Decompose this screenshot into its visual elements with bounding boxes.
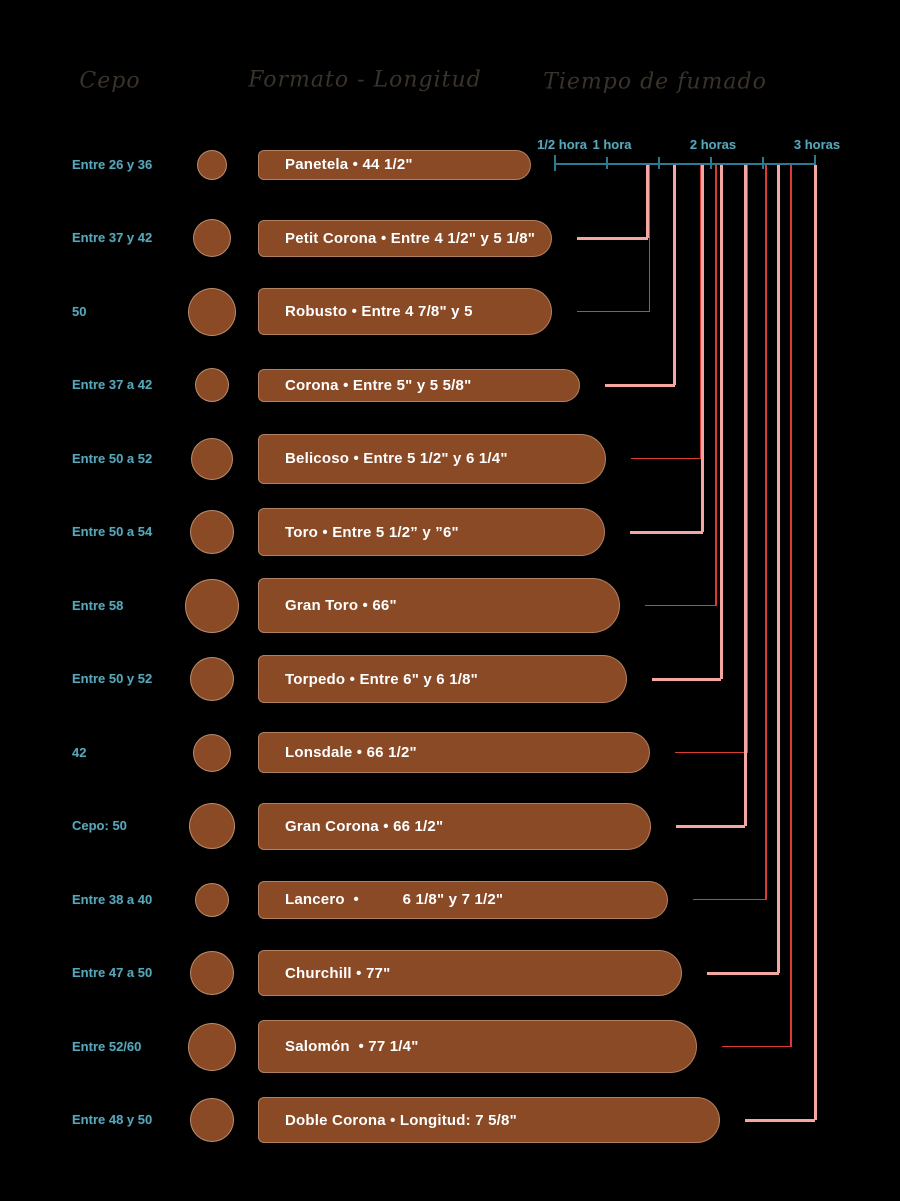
ring-gauge-circle-gran-corona <box>189 803 235 849</box>
time-connector-h-salomon <box>722 1045 792 1048</box>
cepo-label-salomon: Entre 52/60 <box>72 1038 142 1054</box>
cigar-bar-toro: Toro • Entre 5 1/2” y ”6" <box>258 508 605 556</box>
cigar-bar-label-gran-toro: Gran Toro • 66" <box>285 597 397 614</box>
cigar-bar-label-toro: Toro • Entre 5 1/2” y ”6" <box>285 523 459 541</box>
cigar-bar-label-salomon: Salomón • 77 1/4" <box>285 1038 419 1055</box>
time-connector-v-toro <box>701 165 705 532</box>
time-connector-v-lonsdale <box>746 165 749 753</box>
column-header-formato-longitud: Formato - Longitud <box>248 67 482 93</box>
column-header-tiempo-de-fumado: Tiempo de fumado <box>543 69 767 95</box>
time-axis-tick <box>814 155 816 171</box>
cigar-bar-torpedo: Torpedo • Entre 6" y 6 1/8" <box>258 655 627 703</box>
time-connector-h-gran-corona <box>676 824 746 828</box>
cepo-label-gran-toro: Entre 58 <box>72 597 124 613</box>
cigar-bar-label-belicoso: Belicoso • Entre 5 1/2" y 6 1/4" <box>285 450 508 467</box>
cigar-bar-gran-toro: Gran Toro • 66" <box>258 578 620 633</box>
time-axis-tick-label: 3 horas <box>793 137 841 152</box>
cepo-label-churchill: Entre 47 a 50 <box>72 965 153 980</box>
cigar-bar-belicoso: Belicoso • Entre 5 1/2" y 6 1/4" <box>258 433 606 484</box>
cepo-label-panetela: Entre 26 y 36 <box>72 156 153 172</box>
time-connector-h-toro <box>630 530 703 534</box>
cigar-bar-label-lancero: Lancero • 6 1/8" y 7 1/2" <box>285 891 504 908</box>
ring-gauge-circle-belicoso <box>191 437 233 480</box>
time-connector-v-robusto <box>648 165 651 312</box>
time-connector-h-doble-corona <box>745 1118 815 1122</box>
cepo-label-lonsdale: 42 <box>72 744 87 760</box>
cigar-bar-gran-corona: Gran Corona • 66 1/2" <box>258 802 651 850</box>
ring-gauge-circle-petit-corona <box>193 219 231 257</box>
ring-gauge-circle-robusto <box>188 287 236 336</box>
ring-gauge-circle-salomon <box>188 1022 236 1071</box>
cigar-bar-panetela: Panetela • 44 1/2" <box>258 149 531 180</box>
ring-gauge-circle-toro <box>190 510 234 554</box>
cigar-bar-label-lonsdale: Lonsdale • 66 1/2" <box>285 744 417 761</box>
cigar-bar-label-robusto: Robusto • Entre 4 7/8" y 5 <box>285 303 473 320</box>
cigar-bar-label-doble-corona: Doble Corona • Longitud: 7 5/8" <box>285 1111 517 1129</box>
cigar-bar-label-panetela: Panetela • 44 1/2" <box>285 156 413 173</box>
cepo-label-lancero: Entre 38 a 40 <box>72 891 153 907</box>
time-connector-v-corona <box>673 165 677 385</box>
time-connector-h-belicoso <box>631 457 701 460</box>
cigar-bar-label-churchill: Churchill • 77" <box>285 964 391 982</box>
ring-gauge-circle-doble-corona <box>190 1098 234 1142</box>
time-connector-v-torpedo <box>719 165 723 679</box>
cigar-bar-label-torpedo: Torpedo • Entre 6" y 6 1/8" <box>285 670 478 688</box>
ring-gauge-circle-gran-toro <box>185 578 239 633</box>
ring-gauge-circle-corona <box>195 368 229 402</box>
cepo-label-corona: Entre 37 a 42 <box>72 377 153 392</box>
time-axis-tick <box>710 157 712 169</box>
time-connector-v-gran-corona <box>743 165 747 826</box>
cepo-label-robusto: 50 <box>72 303 87 319</box>
time-connector-h-lonsdale <box>675 751 748 754</box>
ring-gauge-circle-lancero <box>195 882 229 917</box>
time-axis-tick-label: 2 horas <box>689 137 737 152</box>
time-connector-h-churchill <box>707 971 779 975</box>
cigar-bar-petit-corona: Petit Corona • Entre 4 1/2" y 5 1/8" <box>258 219 552 257</box>
ring-gauge-circle-panetela <box>197 149 227 180</box>
column-header-cepo: Cepo <box>79 68 141 94</box>
time-axis-line <box>555 163 815 165</box>
ring-gauge-circle-torpedo <box>190 657 234 701</box>
time-connector-v-churchill <box>777 165 781 973</box>
cigar-bar-doble-corona: Doble Corona • Longitud: 7 5/8" <box>258 1097 720 1143</box>
time-connector-v-gran-toro <box>715 165 717 606</box>
cepo-label-doble-corona: Entre 48 y 50 <box>72 1112 153 1127</box>
time-connector-h-corona <box>605 383 675 387</box>
time-axis-tick <box>658 157 660 169</box>
cigar-bar-label-petit-corona: Petit Corona • Entre 4 1/2" y 5 1/8" <box>285 229 536 247</box>
time-connector-v-salomon <box>790 165 792 1047</box>
cigar-bar-robusto: Robusto • Entre 4 7/8" y 5 <box>258 288 552 335</box>
time-connector-h-lancero <box>693 898 767 901</box>
time-axis-tick <box>606 157 608 169</box>
cigar-bar-churchill: Churchill • 77" <box>258 950 682 996</box>
time-axis-tick-label: 1/2 hora <box>537 137 587 152</box>
time-axis-tick <box>762 157 764 169</box>
cepo-label-toro: Entre 50 a 54 <box>72 524 153 539</box>
cigar-bar-lonsdale: Lonsdale • 66 1/2" <box>258 732 650 773</box>
time-axis-tick-label: 1 hora <box>592 137 632 152</box>
cigar-bar-label-corona: Corona • Entre 5" y 5 5/8" <box>285 376 472 394</box>
time-connector-v-doble-corona <box>813 165 817 1120</box>
time-connector-v-belicoso <box>699 165 702 459</box>
cepo-label-petit-corona: Entre 37 y 42 <box>72 230 153 245</box>
cepo-label-belicoso: Entre 50 a 52 <box>72 450 153 466</box>
cigar-bar-salomon: Salomón • 77 1/4" <box>258 1020 697 1073</box>
time-axis-tick <box>554 155 556 171</box>
time-connector-h-gran-toro <box>645 604 717 607</box>
time-connector-v-lancero <box>765 165 767 900</box>
ring-gauge-circle-lonsdale <box>193 733 231 772</box>
cepo-label-gran-corona: Cepo: 50 <box>72 818 127 833</box>
time-connector-v-petit-corona <box>646 165 650 238</box>
cigar-bar-corona: Corona • Entre 5" y 5 5/8" <box>258 368 580 402</box>
cigar-bar-lancero: Lancero • 6 1/8" y 7 1/2" <box>258 880 668 919</box>
time-connector-h-torpedo <box>652 677 722 681</box>
cigar-bar-label-gran-corona: Gran Corona • 66 1/2" <box>285 817 444 835</box>
time-connector-h-petit-corona <box>577 236 648 240</box>
ring-gauge-circle-churchill <box>190 951 234 995</box>
time-connector-h-robusto <box>577 310 650 313</box>
cepo-label-torpedo: Entre 50 y 52 <box>72 671 153 686</box>
